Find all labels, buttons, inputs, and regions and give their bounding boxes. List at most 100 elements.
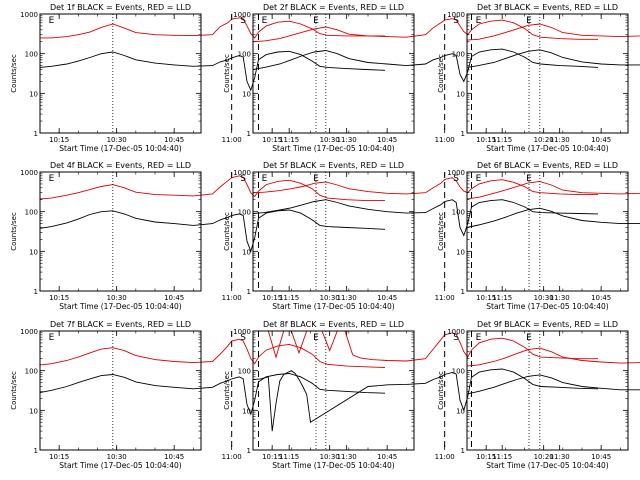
y-axis-label: Counts/sec [437,54,445,93]
y-tick-label: 10 [456,407,465,415]
x-tick-label: 10:15 [262,453,282,461]
x-tick-label: 10:20 [534,453,554,461]
x-tick-label: 10:45 [591,136,611,144]
x-tick-label: 10:45 [164,294,184,302]
x-axis-label: Start Time (17-Dec-05 10:04:40) [486,302,608,311]
x-tick-label: 11:00 [435,136,455,144]
panel-title: Det 6f BLACK = Events, RED = LLD [477,161,618,170]
x-tick-label: 10:15 [262,136,282,144]
plot-frame [39,330,202,451]
x-tick-label: 10:20 [534,136,554,144]
y-tick-label: 1 [461,447,465,455]
y-tick-label: 1000 [20,169,38,177]
lld-series-line [466,347,640,367]
x-tick-label: 10:45 [377,294,397,302]
y-tick-label: 100 [238,51,251,59]
event-marker-label: E [526,333,532,343]
event-marker-label: E [262,174,268,184]
lld-series-line [40,17,385,39]
panel-title: Det 5f BLACK = Events, RED = LLD [263,161,404,170]
y-tick-label: 1000 [20,11,38,19]
events-series-line [252,199,599,237]
panel-title: Det 9f BLACK = Events, RED = LLD [477,320,618,329]
x-tick-label: 10:30 [107,294,127,302]
x-tick-label: 10:15 [476,453,496,461]
y-axis-label: Counts/sec [10,371,18,410]
y-tick-label: 10 [242,407,251,415]
y-tick-label: 1 [247,447,251,455]
x-tick-label: 10:15 [49,136,69,144]
x-tick-label: 11:30 [550,453,570,461]
x-tick-label: 11:00 [435,453,455,461]
lld-series-line [39,338,386,368]
event-marker-label: E [476,174,482,184]
y-tick-label: 1000 [233,11,251,19]
events-series-line [39,373,386,416]
x-tick-label: 10:15 [49,294,69,302]
x-tick-label: 11:30 [550,136,570,144]
y-tick-label: 1 [34,130,38,138]
y-tick-label: 1000 [447,11,465,19]
panel-title: Det 1f BLACK = Events, RED = LLD [50,3,191,12]
y-tick-label: 10 [242,90,251,98]
panel-title: Det 3f BLACK = Events, RED = LLD [477,3,618,12]
x-tick-label: 11:30 [337,294,357,302]
y-axis-label: Counts/sec [10,54,18,93]
y-tick-label: 10 [242,248,251,256]
x-tick-label: 10:30 [107,136,127,144]
y-tick-label: 1 [461,288,465,296]
event-marker-label: S [453,333,459,343]
y-axis-label: Counts/sec [223,371,231,410]
event-marker-label: E [262,16,268,26]
x-tick-label: 10:15 [262,294,282,302]
event-marker-label: S [240,16,246,26]
event-marker-label: E [49,174,55,184]
y-tick-label: 100 [25,51,38,59]
detector-panel: Det 4f BLACK = Events, RED = LLD 1 10 100 10… [10,161,386,311]
x-tick-label: 10:45 [164,136,184,144]
x-tick-label: 10:30 [534,294,554,302]
y-tick-label: 1000 [233,328,251,336]
panel-title: Det 7f BLACK = Events, RED = LLD [50,320,191,329]
x-axis-label: Start Time (17-Dec-05 10:04:40) [59,461,181,470]
x-axis-label: Start Time (17-Dec-05 10:04:40) [486,461,608,470]
events-series-line [39,209,386,253]
y-axis-label: Counts/sec [223,212,231,251]
y-tick-label: 1 [34,447,38,455]
x-tick-label: 11:30 [337,136,357,144]
x-axis-label: Start Time (17-Dec-05 10:04:40) [59,302,181,311]
x-tick-label: 11:00 [435,294,455,302]
plot-frame [39,171,202,292]
lld-series-line [466,180,640,200]
detector-panel: Det 8f BLACK = Events, RED = LLD 1 10 100 10… [223,320,599,470]
events-series-line [466,49,640,68]
plot-frame [252,330,415,451]
plot-frame [252,171,415,292]
x-tick-label: 11:15 [492,294,512,302]
x-tick-label: 10:30 [107,453,127,461]
y-axis-label: Counts/sec [437,371,445,410]
x-tick-label: 11:00 [222,136,242,144]
y-axis-label: Counts/sec [223,54,231,93]
x-tick-label: 10:45 [164,453,184,461]
lld-series-line [39,175,385,202]
panel-title: Det 2f BLACK = Events, RED = LLD [263,3,404,12]
x-axis-label: Start Time (17-Dec-05 10:04:40) [486,144,608,153]
y-axis-label: Counts/sec [437,212,445,251]
y-tick-label: 1000 [447,328,465,336]
x-tick-label: 10:45 [591,294,611,302]
x-tick-label: 10:45 [377,136,397,144]
y-tick-label: 100 [238,209,251,217]
x-tick-label: 11:00 [222,453,242,461]
y-tick-label: 100 [25,368,38,376]
event-marker-label: S [453,16,459,26]
x-tick-label: 10:45 [377,453,397,461]
y-tick-label: 100 [452,209,465,217]
lld-series-line [253,330,598,362]
x-tick-label: 10:15 [476,136,496,144]
plot-frame [252,13,415,134]
event-marker-label: E [49,16,55,26]
event-marker-label: S [240,174,246,184]
detector-panel: Det 1f BLACK = Events, RED = LLD 1 10 100 10… [10,3,386,153]
events-series-line [466,207,640,228]
